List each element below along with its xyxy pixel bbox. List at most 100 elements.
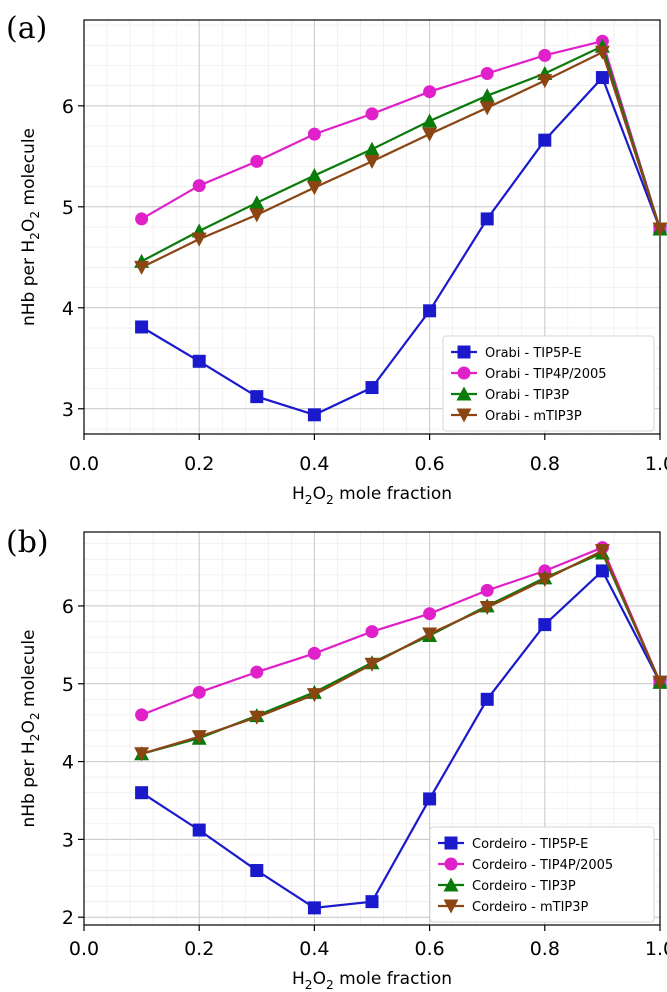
data-point: [306, 688, 322, 703]
legend-marker: [443, 899, 459, 914]
data-point: [365, 895, 379, 909]
series-line: [141, 39, 662, 230]
legend-entry-label: Cordeiro - TIP4P/2005: [472, 858, 613, 873]
chart-panel-1: 0.0 0.2 0.4 0.6 0.8 1.0 3 4 5 6 H2​O2​ mole fracti…: [6, 11, 667, 507]
data-point: [537, 74, 553, 89]
data-point: [306, 168, 322, 183]
legend-box: [442, 335, 655, 432]
y-tick-label: 4: [62, 752, 74, 774]
data-point: [135, 320, 149, 334]
data-point: [594, 544, 610, 559]
data-point: [307, 408, 321, 422]
data-point: [365, 625, 379, 639]
x-tick-label: 1.0: [645, 453, 667, 475]
chart-panel-2: 0.0 0.2 0.4 0.6 0.8 1.0 2 3 4 5 6 H2​O2​ mole fract…: [6, 525, 667, 992]
legend-marker: [456, 408, 472, 423]
x-tick-label: 0.8: [530, 938, 560, 960]
x-axis-title: H2​O2​ mole fraction: [292, 969, 452, 992]
legend-marker: [457, 345, 471, 359]
series-line: [141, 549, 662, 755]
legend-marker: [444, 836, 458, 850]
x-tick-label: 1.0: [645, 938, 667, 960]
x-tick-label: 0.6: [414, 453, 444, 475]
y-axis-title: nHb per H2​O2​ molecule: [19, 629, 42, 827]
legend: Cordeiro - TIP5P-E Cordeiro - TIP4P/2005 C…: [429, 826, 655, 923]
legend-entry-label: Orabi - TIP5P-E: [485, 346, 582, 361]
data-point: [249, 710, 265, 725]
data-point: [364, 141, 380, 156]
legend-entry-label: Cordeiro - TIP3P: [472, 879, 576, 894]
series-line: [141, 569, 661, 910]
data-point: [307, 127, 321, 141]
data-point: [192, 823, 206, 837]
data-point: [595, 71, 609, 85]
legend-marker: [443, 877, 459, 892]
data-point: [422, 113, 438, 128]
series-tip4p-2005: [135, 541, 667, 722]
data-point: [365, 107, 379, 121]
data-point: [422, 127, 438, 142]
data-point: [537, 572, 553, 587]
x-tick-label: 0.8: [530, 453, 560, 475]
data-point: [134, 747, 150, 762]
legend-entry-label: Cordeiro - TIP5P-E: [472, 837, 588, 852]
panel-label: (a): [6, 11, 47, 46]
data-point: [249, 195, 265, 210]
data-point: [135, 212, 149, 226]
series-line: [141, 44, 662, 263]
data-point: [595, 564, 609, 578]
data-point: [364, 657, 380, 672]
series-tip3p: [134, 38, 667, 268]
legend-marker: [457, 366, 471, 380]
x-tick-label: 0.0: [69, 938, 99, 960]
data-point: [480, 692, 494, 706]
data-point: [480, 212, 494, 226]
legend: Orabi - TIP5P-E Orabi - TIP4P/2005 Orabi -…: [442, 335, 655, 432]
y-tick-label: 5: [62, 197, 74, 219]
data-point: [538, 133, 552, 147]
data-point: [364, 154, 380, 169]
data-point: [423, 792, 437, 806]
data-point: [423, 304, 437, 318]
y-tick-label: 5: [62, 674, 74, 696]
data-point: [538, 48, 552, 62]
x-axis-title: H2​O2​ mole fraction: [292, 484, 452, 507]
data-point: [479, 600, 495, 615]
panel-label: (b): [6, 525, 49, 560]
x-tick-label: 0.4: [299, 453, 329, 475]
y-tick-label: 6: [62, 96, 74, 118]
data-point: [422, 627, 438, 642]
legend-entry-label: Orabi - mTIP3P: [485, 409, 582, 424]
legend-marker: [456, 386, 472, 401]
data-point: [192, 685, 206, 699]
legend-entry-label: Orabi - TIP4P/2005: [485, 367, 607, 382]
series-line: [141, 546, 662, 716]
series-line: [141, 551, 662, 755]
data-point: [594, 45, 610, 60]
data-point: [480, 67, 494, 81]
data-point: [135, 786, 149, 800]
x-tick-label: 0.4: [299, 938, 329, 960]
data-point: [479, 88, 495, 103]
y-tick-label: 4: [62, 298, 74, 320]
plot-frame: [83, 531, 661, 926]
data-point: [191, 232, 207, 247]
data-point: [135, 708, 149, 722]
data-point: [306, 181, 322, 196]
data-point: [538, 618, 552, 632]
data-point: [479, 101, 495, 116]
data-point: [191, 730, 207, 745]
data-point: [365, 381, 379, 395]
y-tick-label: 6: [62, 596, 74, 618]
x-tick-label: 0.2: [184, 453, 214, 475]
x-tick-label: 0.2: [184, 938, 214, 960]
data-point: [652, 222, 667, 237]
legend-box: [429, 826, 655, 923]
series-mtip3p: [134, 45, 667, 275]
y-tick-label: 3: [62, 399, 74, 421]
data-point: [250, 154, 264, 168]
x-tick-label: 0.6: [414, 938, 444, 960]
data-point: [250, 665, 264, 679]
y-axis-title: nHb per H2​O2​ molecule: [19, 128, 42, 326]
